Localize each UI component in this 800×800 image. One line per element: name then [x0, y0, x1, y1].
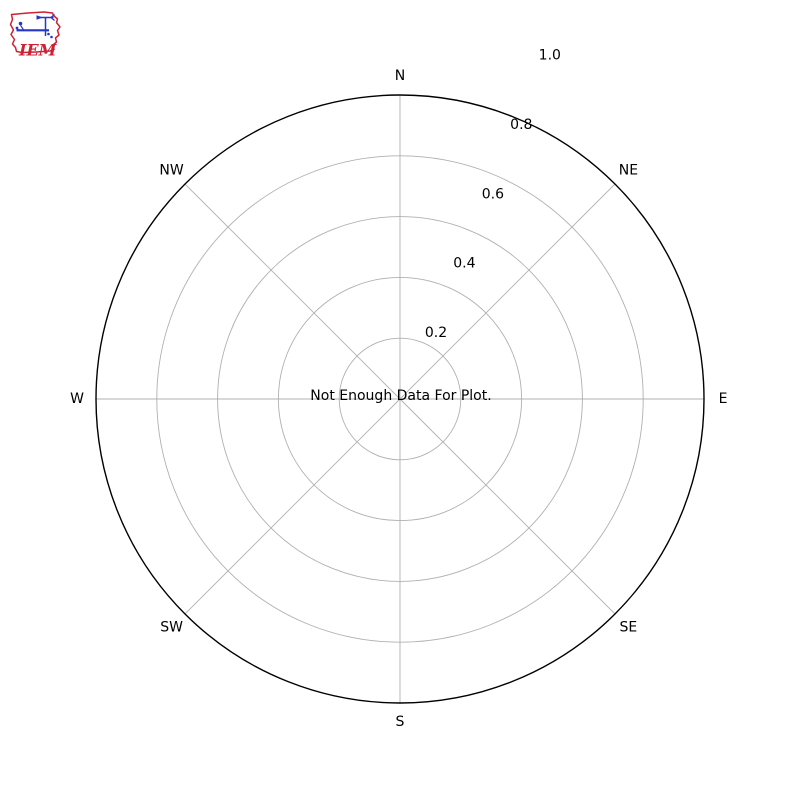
radial-tick-label: 0.2 — [425, 325, 447, 341]
grid-spoke — [184, 183, 401, 400]
direction-label-sw: SW — [160, 619, 183, 635]
direction-label-ne: NE — [619, 163, 638, 179]
direction-label-w: W — [70, 391, 84, 407]
weather-vane-icon — [15, 14, 55, 39]
radial-tick-label: 1.0 — [539, 48, 561, 64]
direction-label-se: SE — [620, 619, 638, 635]
direction-label-e: E — [719, 391, 728, 407]
radial-tick-label: 0.4 — [453, 256, 475, 272]
iowa-outline-icon — [9, 11, 61, 54]
radial-tick-label: 0.8 — [510, 117, 532, 133]
direction-label-s: S — [396, 714, 405, 730]
iem-logo-text: IEM — [18, 41, 58, 59]
direction-label-n: N — [395, 68, 405, 84]
iem-logo: IEM — [9, 11, 61, 59]
grid-spoke — [399, 398, 616, 615]
no-data-message: Not Enough Data For Plot. — [310, 388, 491, 404]
direction-label-nw: NW — [159, 163, 183, 179]
grid-spoke — [399, 183, 616, 400]
polar-spine — [95, 94, 705, 704]
radial-tick-label: 0.6 — [482, 186, 504, 202]
grid-spoke — [184, 398, 401, 615]
